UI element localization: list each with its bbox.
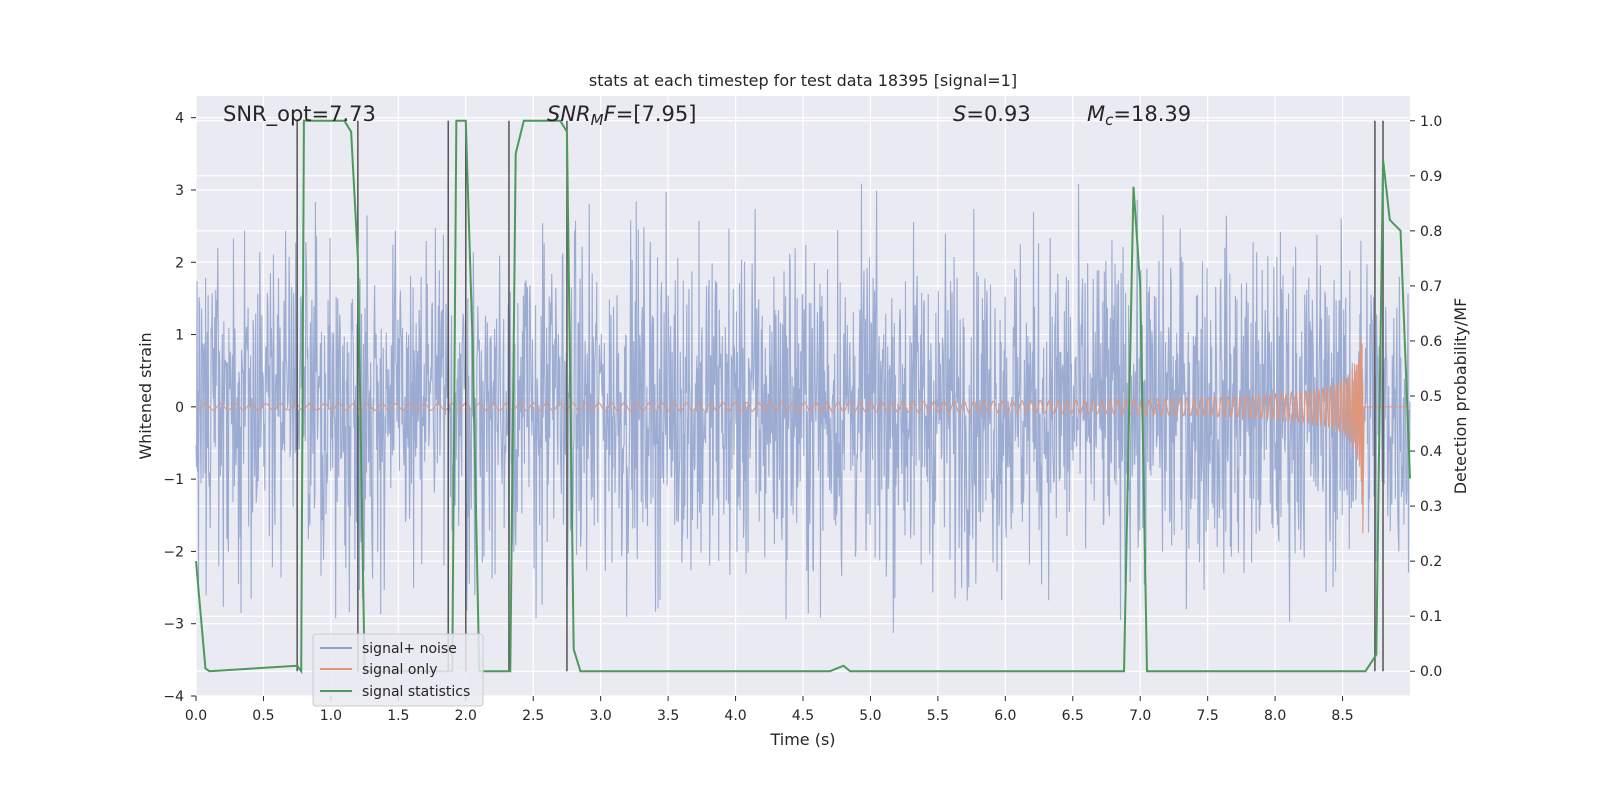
x-axis-label: Time (s)	[769, 730, 835, 749]
y2-tick-label: 0.8	[1420, 224, 1442, 240]
y2-axis-ticks: 1.0 0.9 0.8 0.7 0.6 0.5 0.4 0.3 0.2 0.1 0.0	[1410, 114, 1442, 680]
y2-tick-label: 1.0	[1420, 114, 1442, 130]
x-tick-label: 4.0	[724, 708, 746, 724]
series-signal-plus-noise	[195, 183, 1411, 633]
annotation-mc-sub: c	[1105, 111, 1114, 129]
y-tick-label: 2	[175, 255, 184, 271]
y-tick-label: 1	[175, 328, 184, 344]
y-tick-label: −3	[163, 617, 184, 633]
legend-label-stats: signal statistics	[362, 684, 470, 700]
x-axis-ticks: 0.0 0.5 1.0 1.5 2.0 2.5 3.0 3.5 4.0 4.5 5.0 5.5 6.0 6…	[185, 696, 1354, 724]
legend: signal+ noise signal only signal statist…	[312, 633, 484, 707]
annotation-s-symbol: S	[953, 102, 966, 126]
annotation-s: S=0.93	[953, 102, 1031, 126]
x-tick-label: 8.0	[1264, 708, 1286, 724]
y-tick-label: −1	[163, 472, 184, 488]
annotation-s-value: =0.93	[966, 102, 1030, 126]
y2-tick-label: 0.7	[1420, 279, 1442, 295]
annotation-snr-mf-symbol: SNR	[547, 102, 591, 126]
y-axis-ticks: 4 3 2 1 0 −1 −2 −3 −4	[163, 111, 196, 705]
legend-label-noise: signal+ noise	[362, 641, 457, 657]
x-tick-label: 4.5	[792, 708, 814, 724]
x-tick-label: 2.5	[522, 708, 544, 724]
chart-title: stats at each timestep for test data 183…	[589, 71, 1017, 90]
x-tick-label: 0.5	[252, 708, 274, 724]
x-tick-label: 2.0	[455, 708, 477, 724]
vertical-markers	[296, 120, 1384, 672]
x-tick-label: 7.0	[1129, 708, 1151, 724]
legend-label-signal: signal only	[362, 662, 437, 678]
annotation-snr-mf-f: F	[604, 102, 617, 126]
x-tick-label: 7.5	[1197, 708, 1219, 724]
x-tick-label: 6.5	[1062, 708, 1084, 724]
y2-tick-label: 0.0	[1420, 664, 1442, 680]
stats-trace	[195, 119, 1411, 675]
y-axis-label: Whitened strain	[136, 332, 155, 459]
x-tick-label: 6.0	[994, 708, 1016, 724]
y-tick-label: −4	[163, 689, 184, 705]
annotation-mc: Mc=18.39	[1087, 102, 1191, 129]
annotation-mc-symbol: M	[1087, 102, 1105, 126]
legend-box	[312, 633, 484, 707]
series-signal-only	[195, 338, 1410, 534]
x-tick-label: 0.0	[185, 708, 207, 724]
y-tick-label: 0	[175, 400, 184, 416]
annotation-snr-mf-value: =[7.95]	[616, 102, 697, 126]
x-tick-label: 5.0	[859, 708, 881, 724]
x-tick-label: 8.5	[1331, 708, 1353, 724]
y-tick-label: 4	[175, 111, 184, 127]
y-tick-label: −2	[163, 544, 184, 560]
y2-tick-label: 0.2	[1420, 554, 1442, 570]
annotation-snr-mf-sub: M	[591, 111, 604, 129]
y2-tick-label: 0.9	[1420, 169, 1442, 185]
annotation-mc-value: =18.39	[1113, 102, 1191, 126]
x-tick-label: 3.0	[590, 708, 612, 724]
noise-trace	[195, 183, 1411, 633]
x-tick-label: 1.5	[387, 708, 409, 724]
y2-tick-label: 0.1	[1420, 609, 1442, 625]
annotation-snr-mf: SNRMF=[7.95]	[547, 102, 696, 129]
x-tick-label: 1.0	[320, 708, 342, 724]
x-tick-label: 5.5	[927, 708, 949, 724]
signal-trace	[195, 338, 1410, 534]
y2-axis-label: Detection probability/MF	[1451, 298, 1470, 495]
y-tick-label: 3	[175, 183, 184, 199]
y2-tick-label: 0.3	[1420, 499, 1442, 515]
annotation-snr-opt: SNR_opt=7.73	[223, 102, 376, 127]
x-tick-label: 3.5	[657, 708, 679, 724]
y2-tick-label: 0.4	[1420, 444, 1442, 460]
y2-tick-label: 0.5	[1420, 389, 1442, 405]
series-signal-statistics	[195, 119, 1411, 675]
y2-tick-label: 0.6	[1420, 334, 1442, 350]
